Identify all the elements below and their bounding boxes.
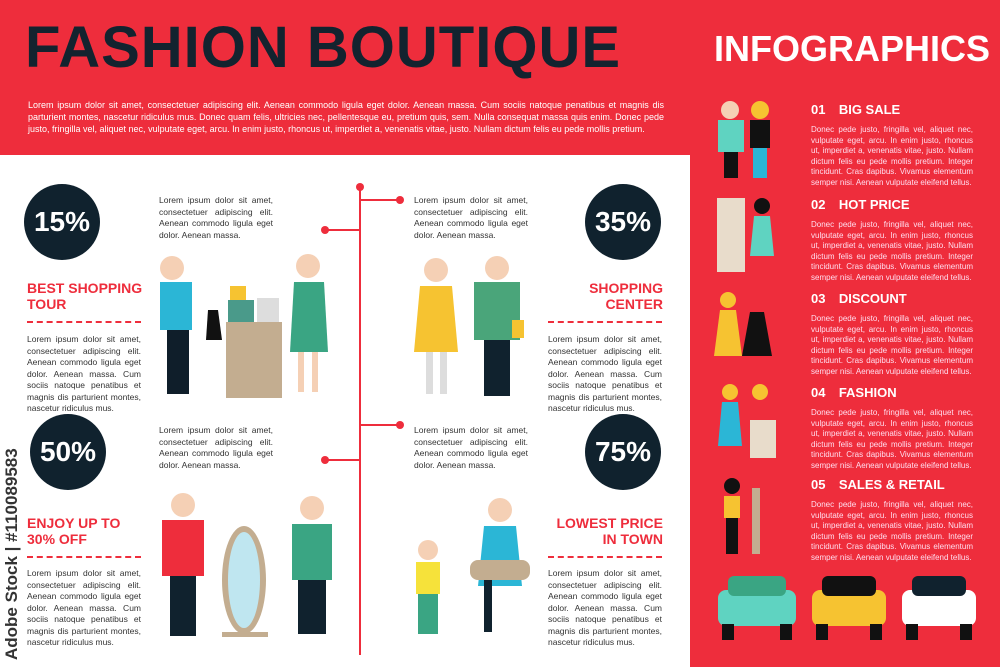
list-item: 01 BIG SALE Donec pede justo, fringilla … [811,101,973,188]
intro-text: Lorem ipsum dolor sit amet, consectetuer… [28,100,664,134]
block-caption: Lorem ipsum dolor sit amet, consectetuer… [159,425,273,470]
block-text: Lorem ipsum dolor sit amet, consectetuer… [548,568,662,647]
right-illustrations [714,101,976,640]
page-subtitle: INFOGRAPHICS [714,28,991,69]
block-heading: SHOPPING CENTER [589,280,663,312]
list-item: 04 FASHION Donec pede justo, fringilla v… [811,384,973,471]
retail-illustration [724,478,760,554]
block-caption: Lorem ipsum dolor sit amet, consectetuer… [414,425,528,470]
mirror-illustration [162,493,332,637]
block-text: Lorem ipsum dolor sit amet, consectetuer… [27,334,141,413]
percent-badge-35: 35% [585,184,661,260]
page-title: FASHION BOUTIQUE [25,15,622,80]
divider [548,321,662,323]
block-caption: Lorem ipsum dolor sit amet, consectetuer… [159,195,273,240]
timeline [160,183,530,655]
item-number: 04 [811,385,826,400]
item-title: BIG SALE [838,102,901,117]
percent-badge-15: 15% [24,184,100,260]
hot-price-illustration [717,198,774,272]
item-title: SALES & RETAIL [838,477,945,492]
list-item: 03 DISCOUNT Donec pede justo, fringilla … [811,290,973,377]
mother-child-illustration [416,498,530,634]
discount-illustration [714,292,772,356]
divider [27,321,141,323]
car-white-icon [902,576,976,640]
car-yellow-icon [812,576,886,640]
shop-counter-illustration [160,254,328,398]
item-title: DISCOUNT [838,291,907,306]
block-text: Lorem ipsum dolor sit amet, consectetuer… [548,334,662,413]
divider [27,556,141,558]
item-title: HOT PRICE [838,197,910,212]
block-text: Lorem ipsum dolor sit amet, consectetuer… [27,568,141,647]
divider [548,556,662,558]
car-green-icon [718,576,796,640]
item-text: Donec pede justo, fringilla vel, aliquet… [811,314,973,376]
watermark: Adobe Stock | #110089583 [2,448,21,660]
block-caption: Lorem ipsum dolor sit amet, consectetuer… [414,195,528,240]
fashion-illustration [718,384,776,458]
item-text: Donec pede justo, fringilla vel, aliquet… [811,408,973,470]
percent-badge-75: 75% [585,414,661,490]
item-text: Donec pede justo, fringilla vel, aliquet… [811,220,973,282]
item-number: 02 [811,197,826,212]
couple-illustration [414,256,524,396]
list-item: 02 HOT PRICE Donec pede justo, fringilla… [811,196,973,283]
list-item: 05 SALES & RETAIL Donec pede justo, frin… [811,476,973,563]
percent-badge-50: 50% [30,414,106,490]
big-sale-illustration [718,101,770,178]
item-number: 03 [811,291,826,306]
block-heading: BEST SHOPPING TOUR [27,280,143,312]
item-text: Donec pede justo, fringilla vel, aliquet… [811,125,973,187]
main-panel [0,155,690,667]
block-heading: LOWEST PRICE IN TOWN [556,515,663,547]
item-number: 05 [811,477,826,492]
item-title: FASHION [838,385,897,400]
item-number: 01 [811,102,826,117]
item-text: Donec pede justo, fringilla vel, aliquet… [811,500,973,562]
block-heading: ENJOY UP TO 30% OFF [27,515,121,547]
